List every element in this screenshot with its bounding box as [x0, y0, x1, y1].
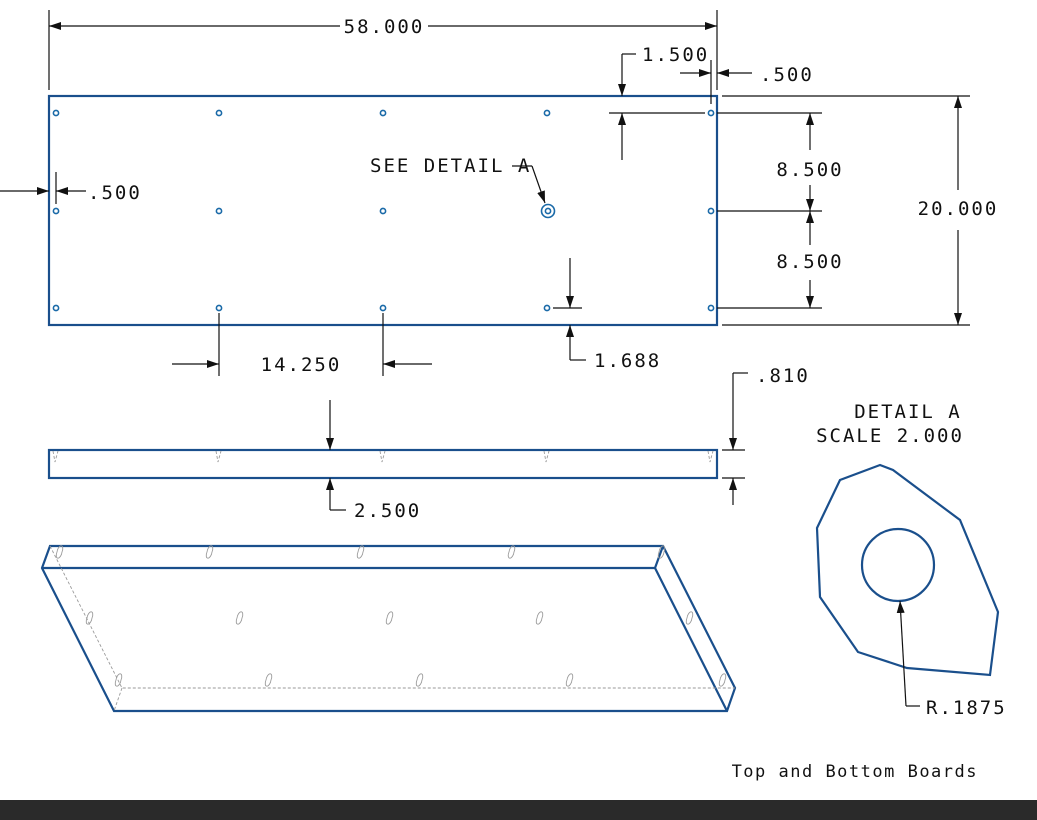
detail-callout-label: SEE DETAIL A — [370, 155, 531, 177]
dim-row-spacing-lower-label: 8.500 — [776, 251, 843, 273]
isometric-hole-marks — [55, 545, 727, 687]
dim-edge-offset-left-label: .500 — [88, 182, 142, 204]
mounting-hole — [215, 109, 223, 117]
detail-a-label: DETAIL A — [854, 401, 962, 423]
mounting-hole — [215, 207, 223, 215]
drawing-title: Top and Bottom Boards — [732, 762, 978, 782]
side-view-hidden-holes — [52, 450, 714, 463]
dim-overall-width-label: 20.000 — [918, 198, 999, 220]
detail-a-scale: SCALE 2.000 — [816, 425, 964, 447]
dim-edge-offset-right: .500 — [680, 60, 814, 104]
dim-section-location-label: 2.500 — [354, 500, 421, 522]
detail-a-hole — [860, 527, 936, 603]
mounting-hole — [379, 109, 387, 117]
mounting-hole — [52, 304, 60, 312]
dim-edge-offset-left: .500 — [0, 172, 142, 204]
isometric-corner-edge — [653, 545, 665, 569]
isometric-outline — [40, 544, 737, 713]
dim-overall-width: 20.000 — [722, 95, 999, 326]
dim-edge-offset-right-label: .500 — [760, 64, 814, 86]
isometric-hidden-edges — [49, 545, 735, 712]
dim-hole-radius-label: R.1875 — [926, 697, 1007, 719]
mounting-hole — [543, 109, 551, 117]
dim-edge-offset-bottom-label: 1.688 — [594, 350, 661, 372]
dim-edge-offset-bottom: 1.688 — [553, 258, 661, 372]
detail-a-view: DETAIL A SCALE 2.000 R.1875 — [815, 401, 1007, 719]
mounting-hole — [215, 304, 223, 312]
mounting-hole — [707, 109, 715, 117]
dim-row-spacing-upper-label: 8.500 — [776, 159, 843, 181]
dim-edge-offset-top-label: 1.500 — [642, 44, 709, 66]
mounting-hole — [707, 304, 715, 312]
top-view: 58.000 1.500 .500 .500 — [0, 10, 999, 376]
dim-edge-offset-top: 1.500 — [609, 44, 709, 160]
mounting-hole — [52, 109, 60, 117]
dim-overall-length: 58.000 — [48, 10, 718, 90]
mounting-hole — [707, 207, 715, 215]
mounting-hole — [52, 207, 60, 215]
mounting-hole — [379, 207, 387, 215]
mounting-hole — [379, 304, 387, 312]
mounting-hole — [543, 304, 551, 312]
side-view: .810 2.500 — [47, 365, 810, 522]
mounting-holes — [52, 109, 715, 312]
dim-overall-length-label: 58.000 — [344, 16, 425, 38]
dim-row-spacing: 8.500 8.500 — [717, 112, 843, 309]
detail-a-hole-inner — [544, 207, 552, 215]
dim-thickness-label: .810 — [756, 365, 810, 387]
isometric-top-edge — [42, 566, 728, 712]
dim-hole-spacing-label: 14.250 — [261, 354, 342, 376]
dim-hole-spacing: 14.250 — [172, 313, 432, 376]
detail-callout: SEE DETAIL A — [370, 155, 546, 204]
detail-a-outline — [815, 463, 1000, 677]
dim-section-location: 2.500 — [326, 400, 421, 522]
side-view-outline — [47, 448, 719, 480]
footer-bar — [0, 800, 1037, 820]
isometric-view — [40, 544, 737, 713]
dim-hole-radius: R.1875 — [896, 600, 1007, 719]
dim-thickness: .810 — [722, 365, 810, 505]
